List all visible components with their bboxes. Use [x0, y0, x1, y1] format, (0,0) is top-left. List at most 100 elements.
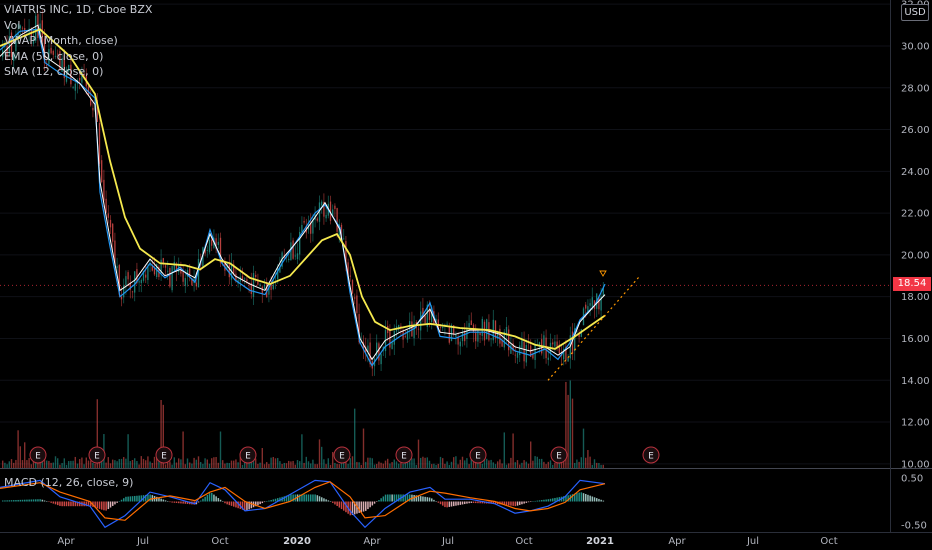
earnings-marker[interactable]: E: [469, 446, 487, 464]
candle-body: [422, 307, 424, 316]
earnings-marker[interactable]: E: [550, 446, 568, 464]
volume-bar: [171, 464, 173, 468]
candle-body: [435, 318, 437, 323]
volume-bar: [338, 464, 340, 468]
earnings-marker[interactable]: E: [155, 446, 173, 464]
macd-histogram-bar: [580, 492, 583, 502]
svg-text:E: E: [94, 452, 100, 462]
macd-histogram-bar: [492, 501, 495, 504]
candle-body: [268, 283, 270, 295]
volume-bar: [307, 461, 310, 468]
macd-histogram-bar: [415, 495, 418, 502]
volume-bar: [162, 404, 164, 468]
earnings-marker[interactable]: E: [88, 446, 106, 464]
macd-histogram-bar: [274, 498, 277, 502]
candle-body: [109, 219, 112, 228]
earnings-marker[interactable]: E: [395, 446, 413, 464]
volume-bar: [466, 458, 468, 468]
macd-histogram-bar: [503, 501, 506, 505]
candle-body: [65, 69, 68, 82]
volume-bar: [393, 459, 395, 468]
earnings-marker[interactable]: E: [333, 446, 351, 464]
legend-symbol[interactable]: VIATRIS INC, 1D, Cboe BZX: [4, 3, 153, 16]
candle-body: [578, 333, 580, 338]
volume-bar: [241, 464, 244, 468]
macd-histogram-bar: [250, 501, 253, 509]
candle-body: [400, 325, 402, 327]
macd-histogram-bar: [598, 498, 600, 502]
macd-histogram-bar: [530, 501, 532, 502]
candle-body: [83, 73, 85, 77]
candle-body: [351, 280, 354, 294]
candle-body: [574, 328, 576, 352]
candle-body: [532, 354, 534, 359]
macd-histogram-bar: [219, 499, 222, 502]
volume-bar: [356, 461, 358, 468]
macd-histogram-bar: [136, 495, 138, 502]
candle-body: [112, 223, 114, 242]
volume-bar: [340, 459, 343, 468]
macd-histogram-bar: [563, 496, 565, 502]
macd-histogram-bar: [329, 501, 332, 502]
macd-histogram-bar: [481, 501, 484, 504]
macd-histogram-bar: [120, 499, 123, 502]
volume-bar: [131, 460, 134, 468]
macd-histogram-bar: [534, 500, 536, 502]
volume-bar: [327, 458, 329, 468]
time-tick-label: Jul: [746, 536, 759, 547]
svg-text:E: E: [648, 452, 654, 462]
earnings-marker[interactable]: E: [642, 446, 660, 464]
candle-body: [30, 28, 32, 41]
legend-ema[interactable]: EMA (50, close, 0): [4, 49, 104, 63]
candle-body: [87, 86, 90, 96]
volume-bar: [87, 460, 90, 468]
price-tick-label: 12.00: [901, 418, 930, 429]
candle-body: [98, 123, 101, 164]
volume-bar: [41, 461, 43, 468]
candle-body: [563, 348, 565, 360]
earnings-marker[interactable]: E: [239, 446, 257, 464]
volume-bar: [587, 450, 589, 468]
candle-body: [233, 264, 235, 274]
macd-histogram-bar: [384, 494, 387, 502]
legend-vol[interactable]: Vol: [4, 18, 21, 32]
macd-histogram-bar: [8, 500, 11, 502]
candle-body: [468, 323, 470, 328]
candle-body: [153, 267, 156, 275]
volume-bar: [565, 381, 567, 468]
macd-histogram-bar: [105, 501, 107, 511]
volume-bar: [378, 461, 380, 468]
volume-bar: [413, 458, 415, 468]
svg-text:E: E: [475, 452, 481, 462]
candle-body: [538, 342, 541, 347]
candle-body: [349, 275, 351, 277]
macd-histogram-bar: [358, 501, 360, 513]
candle-body: [585, 304, 587, 309]
earnings-marker[interactable]: E: [29, 446, 47, 464]
volume-bar: [109, 463, 112, 468]
legend-vwap[interactable]: VWAP (Month, close): [4, 34, 118, 47]
candle-body: [149, 264, 151, 266]
volume-bar: [50, 462, 52, 468]
macd-histogram-bar: [24, 499, 26, 502]
macd-histogram-bar: [162, 499, 165, 502]
volume-bar: [299, 461, 301, 468]
macd-histogram-bar: [39, 499, 41, 502]
macd-histogram-bar: [395, 494, 398, 502]
macd-histogram-bar: [325, 499, 327, 502]
macd-histogram-bar: [109, 501, 112, 508]
candle-body: [147, 266, 149, 281]
macd-legend[interactable]: MACD (12, 26, close, 9): [4, 476, 134, 489]
candle-body: [79, 77, 81, 81]
macd-histogram-bar: [477, 501, 479, 504]
currency-badge[interactable]: USD: [901, 4, 929, 21]
candle-body: [96, 100, 98, 122]
volume-bar: [112, 459, 114, 468]
volume-bar: [138, 464, 140, 468]
volume-bar: [497, 461, 499, 468]
candle-body: [208, 239, 211, 253]
legend-sma[interactable]: SMA (12, close, 0): [4, 65, 104, 78]
candle-body: [217, 241, 219, 245]
